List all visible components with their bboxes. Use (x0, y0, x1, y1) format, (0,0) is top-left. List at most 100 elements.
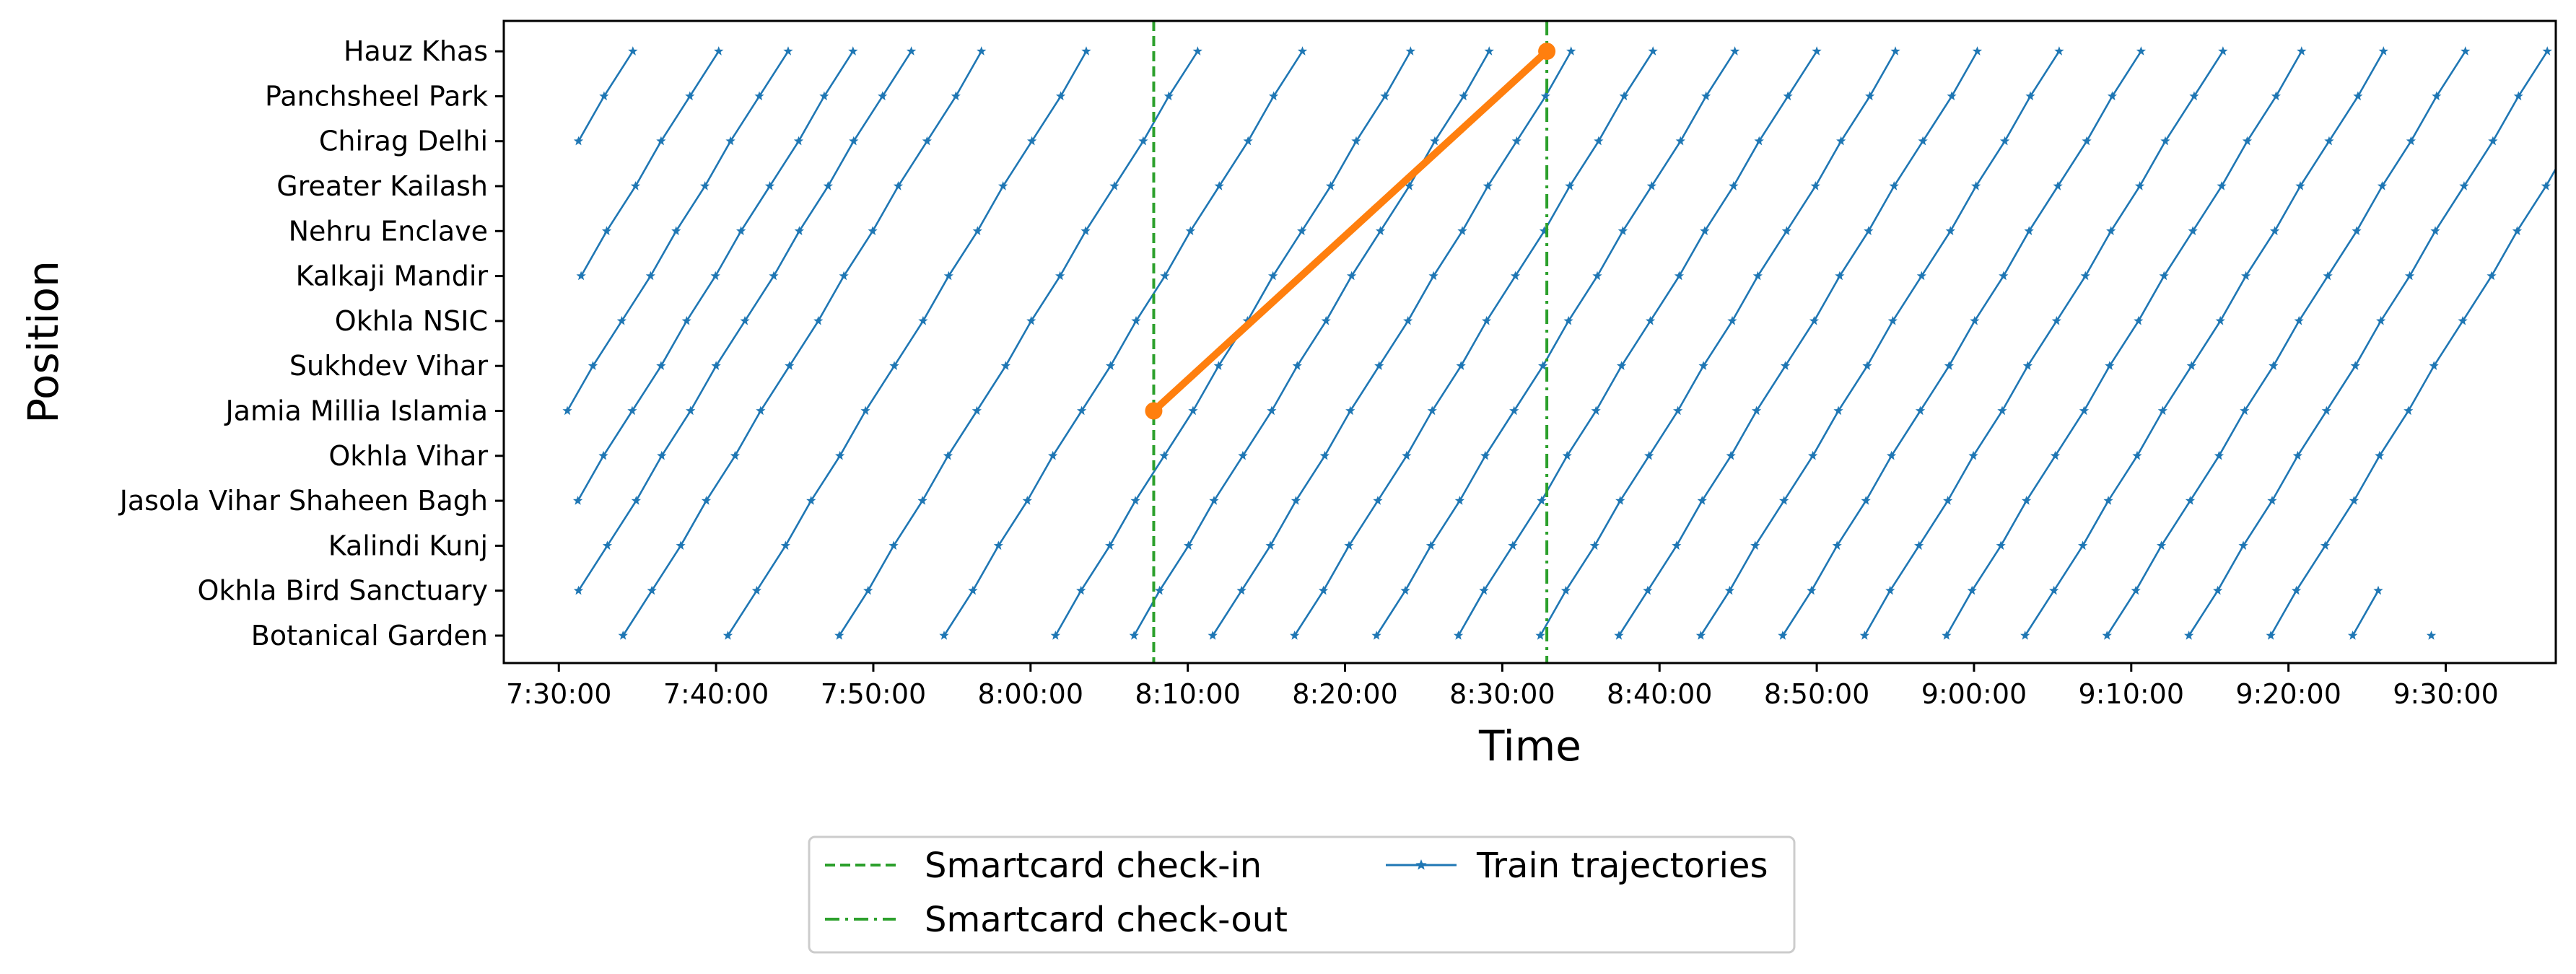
train-stop-marker (1535, 631, 1545, 640)
x-axis-title: Time (1478, 721, 1581, 771)
train-trajectory (834, 46, 1202, 640)
train-stop-marker (2488, 136, 2498, 146)
train-stop-marker (2406, 136, 2416, 146)
train-trajectory (562, 46, 793, 416)
train-stop-marker (1778, 631, 1788, 640)
train-stop-marker (819, 91, 829, 101)
train-trajectory-line (1457, 51, 1818, 636)
train-stop-marker (2378, 46, 2388, 56)
train-stop-marker (2542, 46, 2552, 56)
train-stop-marker (1404, 181, 1415, 190)
train-stop-marker (2160, 136, 2170, 146)
train-stop-marker (725, 136, 735, 146)
legend-check-out-label: Smartcard check-out (925, 900, 1288, 940)
train-stop-marker (1321, 315, 1331, 325)
y-tick-label: Chirag Delhi (319, 126, 488, 157)
train-stop-marker (2050, 450, 2061, 460)
train-stop-marker (2349, 496, 2359, 505)
train-stop-marker (2157, 405, 2167, 416)
train-stop-marker (1648, 46, 1658, 56)
train-stop-marker (2461, 46, 2471, 56)
train-stop-marker (1865, 91, 1875, 101)
train-stop-marker (2079, 405, 2090, 416)
train-stop-marker (1614, 631, 1624, 640)
train-trajectory-line (622, 51, 982, 636)
train-trajectory-line (1700, 51, 2060, 636)
train-stop-marker (616, 315, 626, 325)
train-stop-marker (1022, 496, 1032, 505)
train-stop-marker (1697, 496, 1707, 505)
train-stop-marker (1081, 46, 1091, 56)
train-stop-marker (2188, 226, 2198, 235)
train-stop-marker (1751, 405, 1762, 416)
train-stop-marker (1243, 136, 1253, 146)
train-stop-marker (1729, 181, 1739, 190)
train-stop-marker (1967, 585, 1977, 595)
train-trajectory (2184, 46, 2552, 640)
train-stop-marker (1750, 540, 1760, 550)
train-stop-marker (671, 226, 681, 235)
train-stop-marker (1997, 405, 2007, 416)
train-stop-marker (1836, 136, 1846, 146)
train-stop-marker (1430, 136, 1440, 146)
train-stop-marker (2266, 631, 2276, 640)
train-stop-marker (794, 226, 804, 235)
train-stop-marker (1861, 496, 1871, 505)
train-trajectory (722, 46, 1091, 640)
train-stop-marker (2214, 450, 2224, 460)
train-stop-marker (2269, 361, 2279, 370)
train-stop-marker (2375, 450, 2385, 460)
train-stop-marker (1183, 540, 1194, 550)
train-stop-marker (893, 181, 904, 190)
y-tick-label: Jamia Millia Islamia (224, 395, 488, 427)
train-stop-marker (2353, 91, 2363, 101)
train-stop-marker (1538, 361, 1548, 370)
train-stop-marker (2134, 181, 2145, 190)
x-tick-label: 8:40:00 (1607, 678, 1713, 710)
train-trajectory (2020, 46, 2388, 640)
train-stop-marker (1864, 226, 1874, 235)
train-trajectory-line (2352, 590, 2380, 636)
train-stop-marker (849, 136, 859, 146)
train-trajectory (1614, 46, 1983, 640)
train-stop-marker (576, 271, 586, 281)
train-stop-marker (951, 91, 961, 101)
train-trajectories (562, 46, 2556, 640)
train-stop-marker (1562, 450, 1572, 460)
train-stop-marker (1646, 181, 1656, 190)
train-stop-marker (2320, 540, 2331, 550)
train-stop-marker (618, 631, 628, 640)
x-tick-label: 7:50:00 (821, 678, 927, 710)
train-stop-marker (1730, 46, 1740, 56)
train-stop-marker (1236, 585, 1246, 595)
passenger-origin-marker (1145, 402, 1163, 420)
train-stop-marker (1537, 496, 1547, 505)
train-stop-marker (722, 631, 733, 640)
x-tick-label: 8:20:00 (1292, 678, 1398, 710)
train-trajectory-line (2269, 167, 2556, 636)
train-stop-marker (2136, 46, 2147, 56)
x-tick-label: 9:30:00 (2393, 678, 2499, 710)
train-stop-marker (1812, 46, 1822, 56)
train-stop-marker (1540, 91, 1550, 101)
legend-train-label: Train trajectories (1476, 846, 1768, 886)
train-stop-marker (2373, 585, 2383, 595)
train-stop-marker (1405, 46, 1415, 56)
train-stop-marker (1918, 136, 1928, 146)
train-stop-marker (1484, 46, 1494, 56)
train-stop-marker (1972, 46, 1983, 56)
train-trajectory-line (1539, 51, 1897, 636)
train-stop-marker (1695, 631, 1706, 640)
train-stop-marker (1591, 405, 1601, 416)
train-stop-marker (2132, 450, 2142, 460)
train-stop-marker (2131, 585, 2141, 595)
train-stop-marker (599, 91, 609, 101)
train-stop-marker (1105, 540, 1115, 550)
train-stop-marker (1510, 271, 1521, 281)
train-stop-marker (1131, 315, 1141, 325)
legend-frame (808, 835, 1796, 954)
train-trajectory-line (1376, 51, 1736, 636)
train-stop-marker (834, 631, 844, 640)
train-stop-marker (1319, 450, 1330, 460)
train-stop-marker (922, 136, 932, 146)
